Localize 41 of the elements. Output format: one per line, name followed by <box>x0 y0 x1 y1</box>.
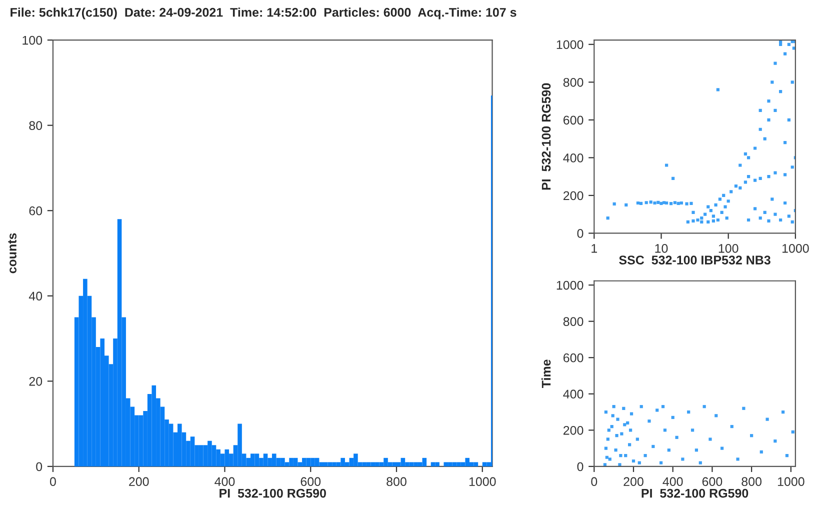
y-tick-label: 400 <box>563 153 584 162</box>
x-tick-label: 1 <box>592 244 597 253</box>
y-tick-label: 200 <box>563 191 584 200</box>
x-tick-label: 10 <box>655 244 668 253</box>
y-tick-label: 600 <box>564 116 584 125</box>
y-tick-label: 20 <box>29 376 42 386</box>
y-tick-label: 800 <box>563 317 584 326</box>
x-tick-label: 0 <box>50 477 56 486</box>
y-tick-label: 100 <box>22 36 42 45</box>
chart-title: File: 5chk17(c150) Date: 24-09-2021 Time: 14:52:00 Particles: 6000 Acq.-Time: 107 s <box>10 8 516 20</box>
y-axis-title: Time <box>541 360 551 388</box>
x-tick-label: 400 <box>214 477 235 486</box>
y-tick-label: 0 <box>36 462 42 472</box>
y-tick-label: 1000 <box>556 40 584 50</box>
x-tick-label: 0 <box>591 477 598 486</box>
x-tick-label: 800 <box>386 477 406 486</box>
y-tick-label: 0 <box>577 229 584 238</box>
x-tick-label: 1000 <box>782 244 809 253</box>
y-axis-title: counts <box>8 233 16 274</box>
x-tick-label: 200 <box>624 477 644 486</box>
x-axis-title: PI 532-100 RG590 <box>220 488 326 498</box>
y-tick-label: 600 <box>564 353 584 362</box>
y-tick-label: 80 <box>29 121 42 130</box>
x-tick-label: 100 <box>718 244 738 253</box>
y-tick-label: 200 <box>563 426 584 435</box>
x-tick-label: 200 <box>129 477 149 486</box>
x-tick-label: 1000 <box>469 477 496 486</box>
y-tick-label: 400 <box>563 390 584 399</box>
y-tick-label: 0 <box>577 462 584 472</box>
y-tick-label: 60 <box>29 206 42 216</box>
x-tick-label: 400 <box>662 477 683 486</box>
x-tick-label: 600 <box>300 477 321 486</box>
x-tick-label: 600 <box>702 477 722 486</box>
x-tick-label: 1000 <box>778 477 804 486</box>
x-axis-title: PI 532-100 RG590 <box>642 488 748 498</box>
y-axis-title: PI 532-100 RG590 <box>542 83 551 190</box>
y-tick-label: 40 <box>28 292 42 301</box>
y-tick-label: 800 <box>563 78 584 87</box>
x-axis-title: SSC 532-100 IBP532 NB3 <box>619 256 770 264</box>
y-tick-label: 1000 <box>556 280 584 290</box>
x-tick-label: 800 <box>742 477 762 486</box>
